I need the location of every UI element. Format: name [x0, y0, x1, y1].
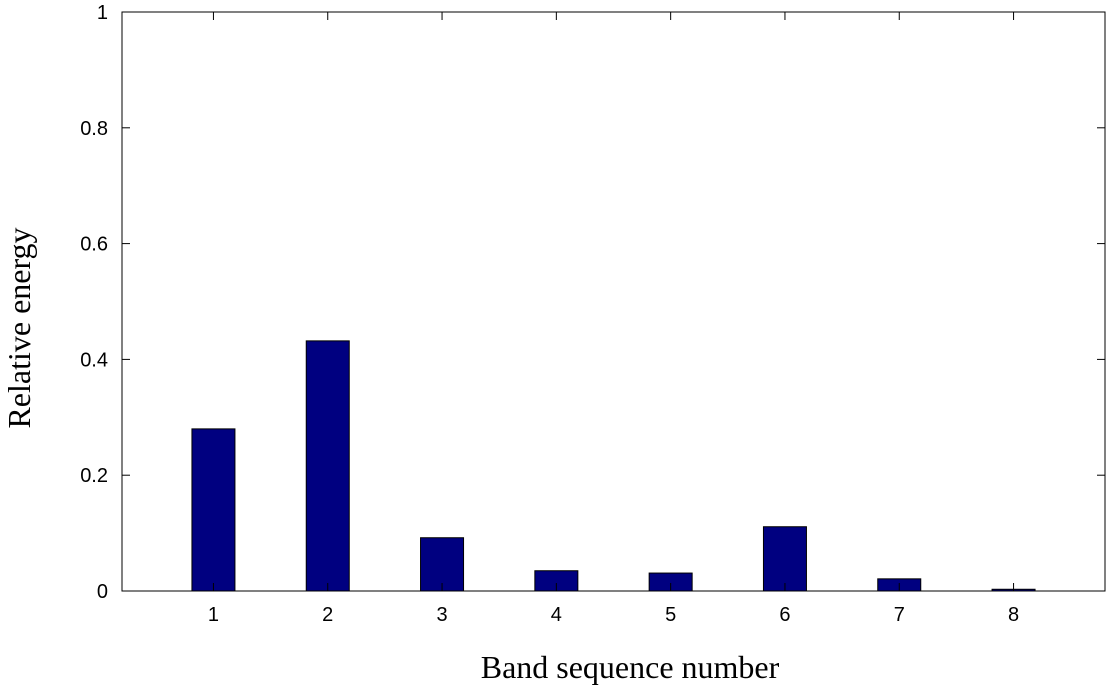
x-tick-label-6: 6 — [779, 604, 790, 626]
x-tick-label-8: 8 — [1008, 604, 1019, 626]
y-tick-label-0.8: 0.8 — [80, 118, 108, 140]
axes-box — [121, 11, 1106, 592]
ticks-group: 1 2 3 4 5 6 7 8 0 0.2 0.4 0.6 0.8 1 — [80, 2, 1105, 626]
bar-6 — [762, 526, 807, 592]
x-axis-label: Band sequence number — [481, 649, 780, 685]
y-tick-label-1: 1 — [97, 2, 108, 24]
x-tick-label-5: 5 — [665, 604, 676, 626]
y-tick-label-0: 0 — [97, 581, 108, 603]
y-axis-label: Relative energy — [1, 227, 37, 428]
y-tick-label-0.6: 0.6 — [80, 234, 108, 256]
x-tick-label-4: 4 — [551, 604, 562, 626]
x-tick-label-2: 2 — [322, 604, 333, 626]
x-tick-label-1: 1 — [208, 604, 219, 626]
x-tick-label-7: 7 — [894, 604, 905, 626]
x-tick-label-3: 3 — [436, 604, 447, 626]
y-tick-label-0.4: 0.4 — [80, 349, 108, 371]
bar-3 — [420, 537, 465, 592]
bar-1 — [191, 428, 236, 592]
bars-group — [191, 340, 1036, 592]
bar-2 — [305, 340, 350, 592]
plot-area — [122, 12, 1105, 591]
y-tick-label-0.2: 0.2 — [80, 465, 108, 487]
